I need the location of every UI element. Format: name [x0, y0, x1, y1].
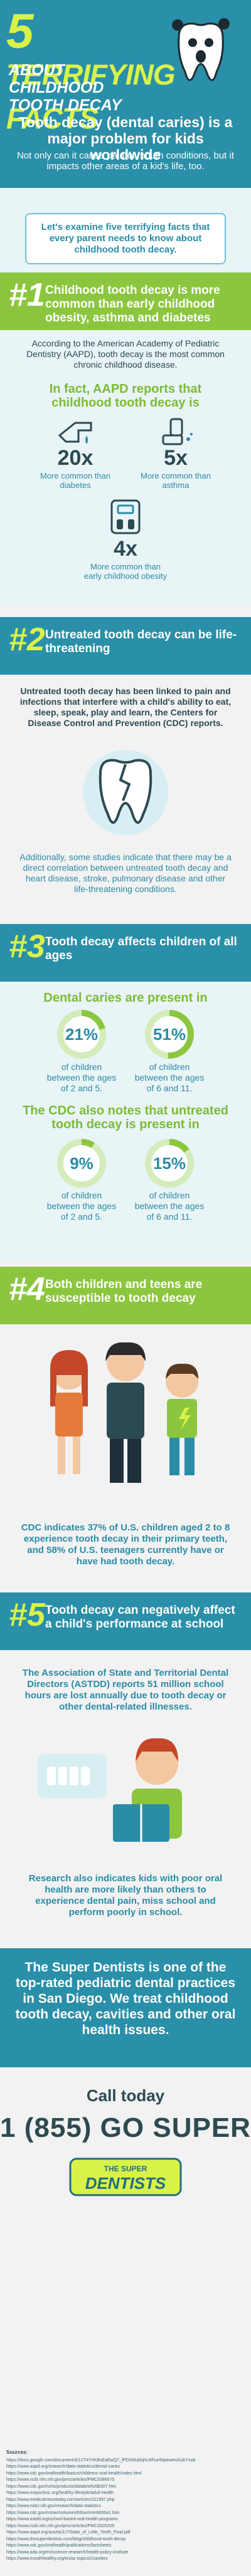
- source-link[interactable]: https://www.aapd.org/research/data-stati…: [6, 2464, 120, 2469]
- ring-inner: 9%: [63, 1145, 100, 1182]
- title-number: 5: [6, 3, 33, 58]
- fact1-stat1-caption: More common than diabetes: [40, 471, 110, 490]
- hero-banner: 5 Terrifying Facts About Childhood Tooth…: [0, 0, 251, 188]
- diabetes-icon: [58, 422, 92, 444]
- fact3-stat3-caption: of children between the ages of 2 and 5.: [46, 1190, 117, 1222]
- fact4-header: #4 Both children and teens are susceptib…: [0, 1267, 251, 1324]
- ring-inner: 51%: [151, 1016, 188, 1052]
- fact5-body: The Association of State and Territorial…: [22, 1668, 229, 1712]
- fact5-number: #5: [9, 1597, 45, 1633]
- source-link[interactable]: https://www.ada.org/en/science-research/…: [6, 2550, 129, 2555]
- fact3-title: Tooth decay affects children of all ages: [45, 935, 237, 962]
- source-link[interactable]: https://www.astdd.org/school-based-oral-…: [6, 2517, 118, 2521]
- fact2-number: #2: [9, 621, 45, 658]
- hero-main-text: Tooth decay (dental caries) is a major p…: [18, 114, 233, 163]
- fact4-title: Both children and teens are susceptible …: [45, 1278, 203, 1305]
- main-title: 5 Terrifying Facts: [6, 3, 176, 140]
- title-word: Terrifying Facts: [6, 58, 176, 135]
- fact3-number: #3: [9, 928, 45, 965]
- stat-ring-51: 51%: [145, 1010, 194, 1059]
- fact5-title: Tooth decay can negatively affect a chil…: [45, 1604, 235, 1631]
- fact3-stat1-caption: of children between the ages of 2 and 5.: [46, 1062, 117, 1093]
- phone-number[interactable]: 1 (855) GO SUPER: [0, 2112, 251, 2143]
- fact2-header: #2 Untreated tooth decay can be life-thr…: [0, 617, 251, 675]
- fact3-header: #3 Tooth decay affects children of all a…: [0, 924, 251, 982]
- fact1-heading: In fact, AAPD reports that childhood too…: [49, 382, 202, 410]
- source-link[interactable]: https://www.cdc.gov/oralhealth/basics/ch…: [6, 2471, 142, 2476]
- inhaler-icon: [162, 418, 193, 445]
- source-link[interactable]: https://www.aapd.org/assets/1/7/State_of…: [6, 2530, 131, 2535]
- intro-text: Let's examine five terrifying facts that…: [25, 213, 226, 264]
- fact3-stat4-value: 15%: [152, 1153, 186, 1173]
- title-subtitle: About Childhood Tooth Decay: [9, 61, 122, 114]
- fact2-title: Untreated tooth decay can be life-threat…: [45, 628, 237, 655]
- fact3-stat4-caption: of children between the ages of 6 and 11…: [134, 1190, 205, 1222]
- ring-inner: 21%: [63, 1016, 100, 1052]
- cta-banner: The Super Dentists is one of the top-rat…: [0, 1948, 251, 2067]
- fact3-stat3-value: 9%: [70, 1153, 93, 1173]
- sources-title: Sources:: [6, 2449, 28, 2455]
- fact1-body-band: [0, 330, 251, 606]
- source-link[interactable]: https://www.cdc.gov/oralhealth/publicati…: [6, 2543, 112, 2548]
- source-link[interactable]: https://docs.google.com/document/d/1XT4Y…: [6, 2458, 196, 2463]
- sources-list: Sources: https://docs.google.com/documen…: [6, 2449, 245, 2563]
- source-link[interactable]: https://www.thesuperdentists.com/blog/ch…: [6, 2537, 126, 2542]
- fact3-stat1-value: 21%: [65, 1024, 99, 1044]
- fact1-stat2-caption: More common than asthma: [141, 471, 211, 490]
- child-reading-illustration: [38, 1738, 182, 1842]
- stat-ring-9: 9%: [57, 1139, 106, 1188]
- source-link[interactable]: https://www.medicalnewstoday.com/article…: [6, 2497, 115, 2502]
- stat-ring-21: 21%: [57, 1010, 106, 1059]
- fact2-body: Untreated tooth decay has been linked to…: [19, 686, 232, 728]
- fact1-stat2-value: 5x: [164, 446, 188, 470]
- source-link[interactable]: https://www.cdc.gov/nchs/products/databr…: [6, 2484, 117, 2489]
- source-link[interactable]: https://www.ncbi.nlm.nih.gov/pmc/article…: [6, 2478, 115, 2482]
- source-link[interactable]: https://www.mayoclinic.org/healthy-lifes…: [6, 2491, 114, 2495]
- fact3-heading2: The CDC also notes that untreated tooth …: [23, 1104, 228, 1131]
- fact5-header: #5 Tooth decay can negatively affect a c…: [0, 1592, 251, 1650]
- logo-top-text: THE SUPER: [104, 2164, 147, 2173]
- intro-band: Let's examine five terrifying facts that…: [0, 188, 251, 273]
- fact1-stat3-value: 4x: [114, 537, 137, 561]
- super-dentists-logo: THE SUPER DENTISTS: [69, 2158, 182, 2196]
- hero-sub-text: Not only can it cause painful mouth cond…: [16, 150, 235, 172]
- fact1-title: Childhood tooth decay is more common tha…: [45, 284, 220, 325]
- fact1-stat1-value: 20x: [57, 446, 93, 470]
- fact4-body: CDC indicates 37% of U.S. children aged …: [21, 1522, 230, 1567]
- logo-main-text: DENTISTS: [85, 2174, 166, 2193]
- children-illustration: [50, 1342, 198, 1483]
- fact1-body: According to the American Academy of Ped…: [26, 338, 225, 370]
- source-link[interactable]: https://www.cdc.gov/mmwr/volumes/66/wr/m…: [6, 2510, 120, 2515]
- cta-text: The Super Dentists is one of the top-rat…: [15, 1960, 236, 2037]
- stat-ring-15: 15%: [145, 1139, 194, 1188]
- fact3-heading1: Dental caries are present in: [43, 991, 208, 1005]
- fact1-stat3-caption: More common than early childhood obesity: [83, 562, 168, 581]
- source-link[interactable]: https://www.nidcr.nih.gov/research/data-…: [6, 2504, 101, 2508]
- fact2-body2: Additionally, some studies indicate that…: [19, 852, 232, 894]
- fact3-body-band: [0, 982, 251, 1260]
- broken-tooth-icon: [83, 750, 168, 835]
- call-today-label: Call today: [86, 2086, 165, 2105]
- fact1-header: #1 Childhood tooth decay is more common …: [0, 273, 251, 330]
- ring-inner: 15%: [151, 1145, 188, 1182]
- scale-icon: [110, 499, 141, 534]
- fact5-body2: Research also indicates kids with poor o…: [28, 1873, 223, 1918]
- fact3-stat2-caption: of children between the ages of 6 and 11…: [134, 1062, 205, 1093]
- fact3-stat2-value: 51%: [152, 1024, 186, 1044]
- source-link[interactable]: https://www.ncbi.nlm.nih.gov/pmc/article…: [6, 2523, 115, 2528]
- fact1-number: #1: [9, 277, 45, 313]
- fact4-number: #4: [9, 1271, 45, 1307]
- scared-tooth-icon: [172, 18, 230, 81]
- source-link[interactable]: https://www.mouthhealthy.org/en/az-topic…: [6, 2557, 108, 2561]
